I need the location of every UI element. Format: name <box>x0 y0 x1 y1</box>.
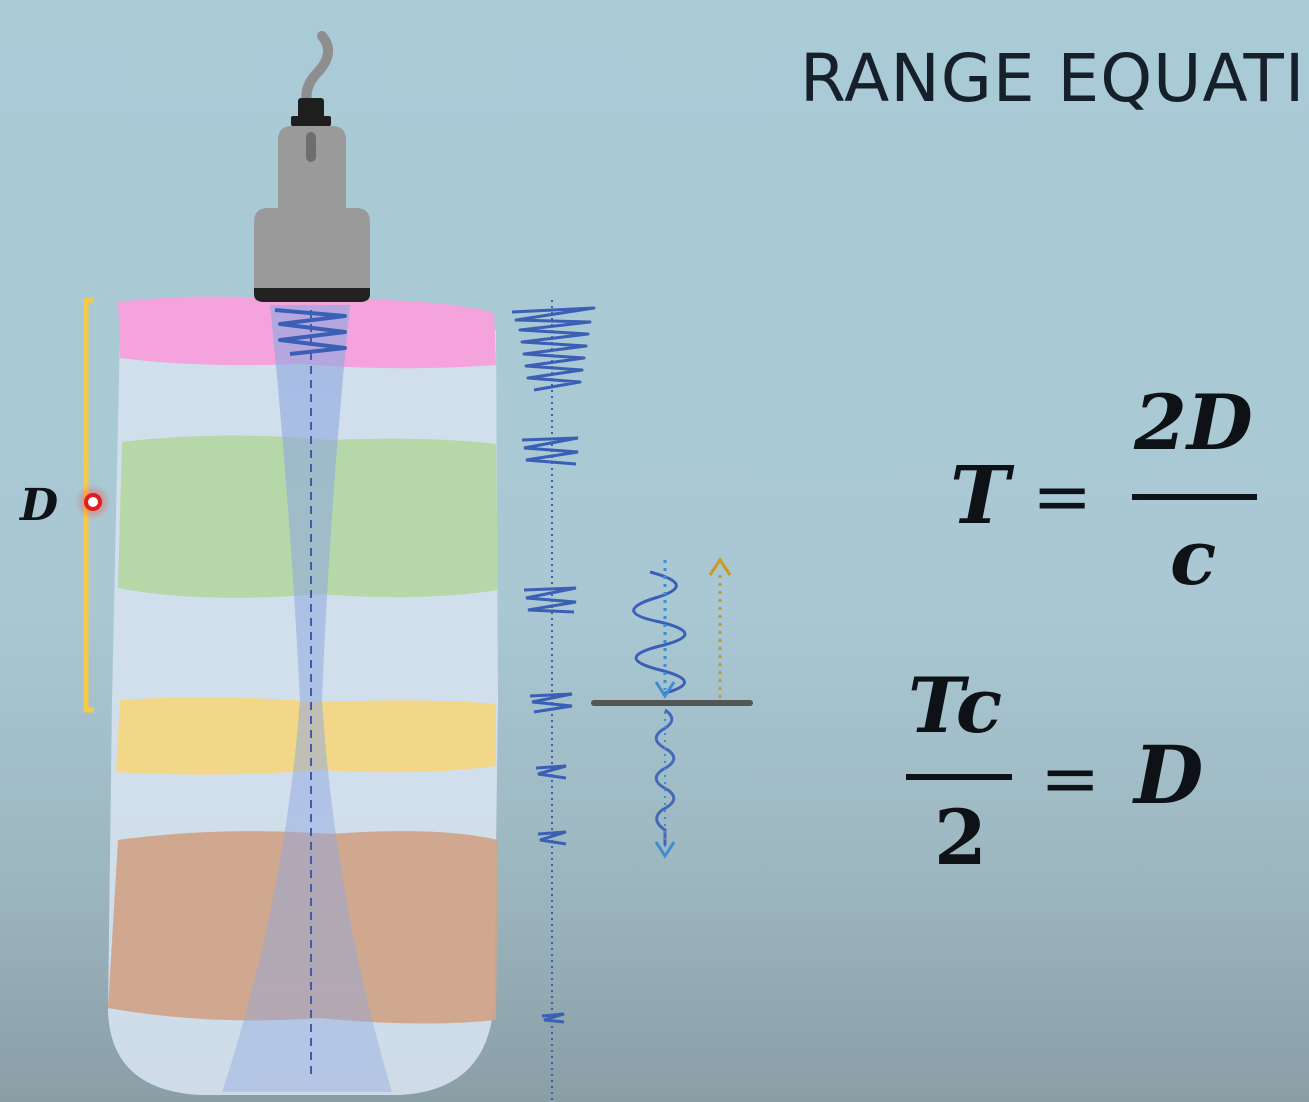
echo-arrow-head <box>708 557 732 576</box>
pulse-wave <box>274 308 347 356</box>
ultrasound-beam <box>222 305 392 1092</box>
depth-marker-dot <box>84 493 102 511</box>
depth-bracket <box>75 297 111 713</box>
incident-arrow-head <box>654 681 676 699</box>
echo-trace <box>511 300 596 1100</box>
eq2-rhs: D <box>1134 728 1204 822</box>
eq1-equals: = <box>1032 454 1093 538</box>
depth-label: D <box>20 480 59 531</box>
reflection-inset <box>591 557 753 859</box>
eq2-numerator: Tc <box>908 661 1003 750</box>
eq2-denominator: 2 <box>934 793 987 882</box>
eq1-lhs: T <box>950 448 1010 542</box>
page-title: RANGE EQUATI <box>800 40 1306 117</box>
eq2-equals: = <box>1040 736 1101 820</box>
eq1-numerator: 2D <box>1134 378 1253 467</box>
transmitted-arrow-head <box>654 841 676 859</box>
eq1-denominator: c <box>1170 513 1217 602</box>
transducer-probe <box>254 31 370 302</box>
